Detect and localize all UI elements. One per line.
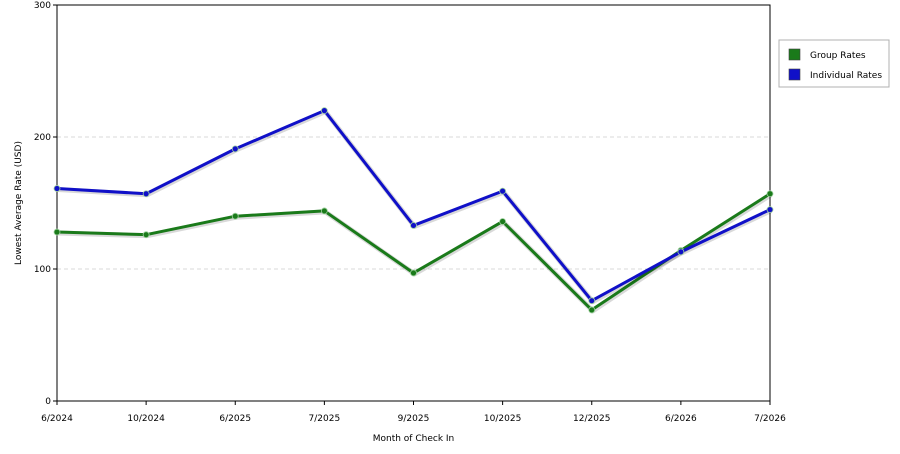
legend-label: Individual Rates: [810, 71, 882, 81]
y-tick-label: 300: [34, 1, 51, 11]
axes-layer: [53, 4, 771, 405]
x-tick-label: 6/2024: [41, 414, 73, 424]
x-tick-label: 10/2024: [127, 414, 165, 424]
x-tick-label: 7/2025: [309, 414, 341, 424]
x-tick-label: 6/2025: [219, 414, 251, 424]
data-point: [677, 248, 685, 256]
data-point: [588, 297, 596, 305]
data-point: [320, 207, 328, 215]
data-point: [53, 185, 61, 192]
data-point: [499, 218, 507, 225]
legend: Group Rates Individual Rates: [778, 39, 890, 88]
y-axis-title: Lowest Average Rate (USD): [14, 141, 24, 265]
data-point: [142, 231, 150, 239]
y-tick-label: 200: [34, 133, 51, 143]
data-point: [410, 269, 417, 277]
data-point: [320, 107, 328, 114]
data-point: [231, 212, 239, 220]
y-tick-label: 100: [34, 265, 51, 275]
x-tick-label: 9/2025: [398, 414, 430, 424]
data-point: [231, 145, 239, 153]
data-point: [766, 190, 774, 198]
series-line-shadow: [57, 192, 773, 314]
series-layer: [53, 107, 774, 314]
y-tick-label: 0: [45, 397, 51, 407]
series-line-group-rates: [56, 192, 771, 312]
legend-swatch: [788, 48, 801, 61]
x-tick-label: 7/2026: [754, 414, 786, 424]
data-point: [142, 190, 150, 198]
data-point: [410, 222, 417, 229]
x-tick-label: 10/2025: [484, 414, 521, 424]
data-point: [588, 306, 596, 314]
data-point: [766, 206, 774, 214]
data-point: [53, 228, 61, 236]
plot-frame: [56, 4, 771, 402]
legend-swatch: [788, 68, 801, 81]
x-tick-label: 6/2026: [665, 414, 697, 424]
data-point: [499, 187, 507, 195]
legend-label: Group Rates: [810, 51, 866, 61]
x-axis-title: Month of Check In: [373, 434, 455, 444]
grid-layer: [57, 136, 770, 270]
labels-layer: 0 100 200 300 6/2024 10/2024 6/2025 7/2025 9/202…: [14, 1, 786, 444]
x-tick-label: 12/2025: [573, 414, 610, 424]
